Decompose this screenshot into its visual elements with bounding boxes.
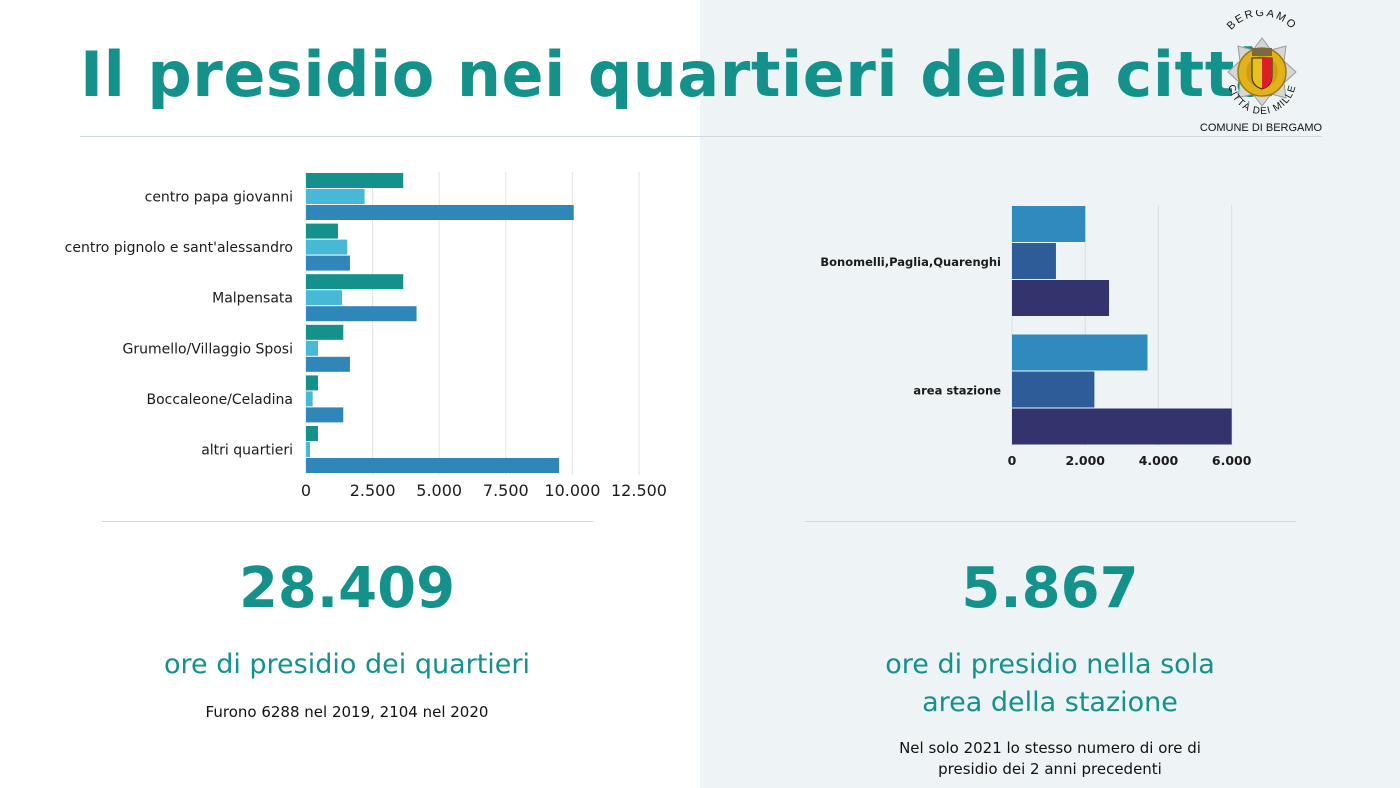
c2-category-label: Bonomelli,Paglia,Quarenghi [820, 255, 1001, 269]
c1-tick-label: 0 [301, 481, 311, 500]
c2-tick-label: 0 [1008, 453, 1017, 468]
c1-bar [306, 306, 417, 322]
c1-category-label: Grumello/Villaggio Sposi [122, 341, 293, 357]
c1-bar [306, 205, 574, 220]
c1-tick-label: 5.000 [416, 481, 462, 500]
c1-bar [306, 189, 365, 204]
right-stat-note: Nel solo 2021 lo stesso numero di ore di… [800, 738, 1300, 780]
c1-bar [306, 458, 560, 473]
c1-bar [306, 340, 318, 356]
c2-bar [1012, 243, 1056, 279]
comune-di-bergamo-logo: BERGAMO CITTÀ DEI MILLE COMUNE DI BERGAM… [1198, 10, 1324, 140]
c1-category-label: Malpensata [212, 291, 293, 307]
right-stat-value: 5.867 [961, 556, 1139, 621]
left-stat-note: Furono 6288 nel 2019, 2104 nel 2020 [205, 703, 489, 721]
logo-caption: COMUNE DI BERGAMO [1199, 122, 1323, 134]
c1-category-label: centro pignolo e sant'alessandro [65, 240, 293, 256]
right-stat-label-line1: ore di presidio nella sola [885, 649, 1215, 680]
c1-tick-label: 10.000 [544, 481, 600, 500]
c1-tick-label: 2.500 [350, 481, 396, 500]
c1-bar [306, 223, 338, 239]
c1-bar [306, 290, 342, 306]
c1-bar [306, 356, 350, 372]
left-stat-value: 28.409 [238, 556, 456, 621]
c1-category-label: Boccaleone/Celadina [146, 392, 293, 408]
c1-bar [306, 391, 313, 407]
c1-bar [306, 426, 318, 441]
c1-tick-label: 7.500 [483, 481, 529, 500]
c2-category-label: area stazione [913, 384, 1001, 398]
left-divider [102, 521, 593, 522]
c2-tick-label: 6.000 [1212, 453, 1252, 468]
city-crest-icon: BERGAMO CITTÀ DEI MILLE [1225, 10, 1298, 117]
c1-bar [306, 407, 344, 423]
c2-bar [1012, 280, 1110, 316]
c1-tick-label: 12.500 [611, 481, 667, 500]
c2-bar [1012, 206, 1086, 242]
neighbourhoods-bar-chart: centro papa giovanni centro pignolo e san… [65, 172, 667, 500]
c1-bar [306, 324, 344, 340]
right-stat-note-line1: Nel solo 2021 lo stesso numero di ore di [899, 739, 1201, 757]
right-divider [805, 521, 1296, 522]
c2-tick-label: 2.000 [1065, 453, 1105, 468]
c1-bar [306, 442, 310, 457]
page-title: Il presidio nei quartieri della città [80, 38, 1278, 111]
c1-bar [306, 173, 404, 188]
c1-bar [306, 375, 318, 391]
right-stat-label: ore di presidio nella sola area della st… [800, 646, 1300, 722]
c1-category-label: centro papa giovanni [145, 190, 293, 206]
left-stat-label: ore di presidio dei quartieri [163, 649, 531, 680]
c1-bar [306, 274, 404, 290]
title-divider [80, 136, 1322, 137]
c2-bar [1012, 408, 1232, 445]
c2-bar [1012, 334, 1148, 371]
right-stat-label-line2: area della stazione [922, 687, 1178, 718]
c1-bar [306, 239, 348, 255]
c1-bar [306, 255, 350, 271]
c2-bar [1012, 371, 1095, 408]
c2-tick-label: 4.000 [1139, 453, 1179, 468]
right-stat-note-line2: presidio dei 2 anni precedenti [938, 760, 1162, 778]
c1-category-label: altri quartieri [201, 443, 293, 459]
